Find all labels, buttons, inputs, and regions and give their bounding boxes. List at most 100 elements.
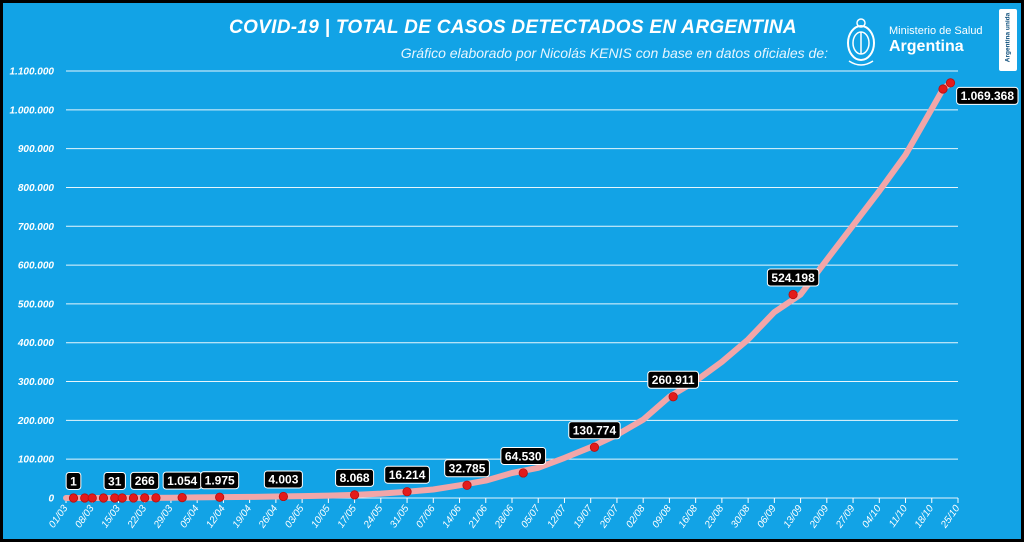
data-label: 31 bbox=[103, 471, 126, 490]
y-tick-label: 700.000 bbox=[18, 222, 55, 233]
y-tick-label: 1.000.000 bbox=[10, 105, 55, 116]
data-point bbox=[98, 493, 109, 503]
data-label-text: 1.975 bbox=[205, 474, 235, 488]
x-tick-label: 16/08 bbox=[677, 503, 701, 530]
data-label-box bbox=[568, 421, 621, 440]
series-line bbox=[63, 79, 954, 501]
grid-lines bbox=[66, 70, 958, 499]
data-point bbox=[128, 493, 139, 503]
x-tick-label: 31/05 bbox=[388, 503, 412, 530]
y-tick-label: 300.000 bbox=[18, 377, 55, 388]
data-label-text: 1 bbox=[70, 474, 77, 488]
data-point bbox=[788, 289, 798, 300]
x-tick-label: 26/04 bbox=[256, 503, 280, 531]
y-tick-label: 1.100.000 bbox=[10, 67, 55, 78]
data-point bbox=[349, 490, 360, 500]
data-label: 1.975 bbox=[200, 471, 240, 490]
x-tick-label: 12/07 bbox=[546, 503, 570, 530]
country-name: Argentina bbox=[889, 38, 964, 55]
data-label: 32.785 bbox=[444, 459, 490, 478]
x-tick-label: 07/06 bbox=[414, 503, 438, 530]
data-label-box bbox=[766, 268, 820, 287]
markers-layer bbox=[68, 78, 956, 503]
y-tick-label: 800.000 bbox=[18, 183, 55, 194]
data-label: 16.214 bbox=[384, 465, 430, 484]
data-label-text: 524.198 bbox=[771, 271, 815, 285]
data-label-box bbox=[647, 370, 700, 389]
data-point bbox=[518, 468, 528, 478]
y-tick-label: 900.000 bbox=[18, 144, 55, 155]
x-axis: 01/03 08/03 15/03 22/03 29/03 05/04 12/04 19/04… bbox=[47, 498, 963, 531]
data-point bbox=[151, 493, 161, 503]
y-tick-label: 100.000 bbox=[18, 455, 55, 466]
data-point bbox=[462, 480, 472, 490]
data-label: 260.911 bbox=[647, 370, 700, 389]
data-label-box bbox=[130, 471, 160, 490]
x-tick-label: 22/03 bbox=[125, 503, 149, 531]
brand-badge: Argentina unida bbox=[999, 9, 1017, 71]
data-point bbox=[117, 493, 127, 503]
data-label-text: 32.785 bbox=[449, 462, 486, 476]
data-point bbox=[938, 84, 948, 94]
data-label: 266 bbox=[130, 471, 160, 490]
data-label: 4.003 bbox=[263, 470, 303, 489]
x-tick-label: 09/08 bbox=[651, 503, 675, 530]
x-tick-label: 12/04 bbox=[205, 503, 229, 530]
data-point bbox=[278, 491, 288, 502]
data-label-text: 64.530 bbox=[505, 449, 542, 463]
data-label-text: 130.774 bbox=[573, 424, 617, 438]
data-label-text: 1.069.368 bbox=[961, 89, 1015, 103]
data-point bbox=[177, 492, 187, 503]
data-label-text: 16.214 bbox=[389, 468, 426, 482]
data-point bbox=[140, 493, 150, 503]
data-point bbox=[215, 492, 225, 502]
data-label: 130.774 bbox=[568, 421, 621, 440]
data-label-text: 8.068 bbox=[340, 471, 370, 485]
x-tick-label: 28/06 bbox=[493, 503, 517, 531]
x-tick-label: 02/08 bbox=[624, 503, 648, 530]
data-label: 1.069.368 bbox=[956, 86, 1019, 105]
data-label-box bbox=[263, 470, 303, 489]
x-tick-label: 03/05 bbox=[283, 503, 307, 530]
x-tick-label: 05/04 bbox=[178, 503, 202, 530]
x-tick-label: 06/09 bbox=[755, 503, 779, 530]
x-tick-label: 05/07 bbox=[519, 503, 543, 530]
data-label: 524.198 bbox=[766, 268, 820, 287]
data-point bbox=[68, 493, 79, 503]
y-axis: 0 100.000 200.000 300.000 400.000 500.000 600.… bbox=[10, 67, 55, 505]
x-tick-label: 17/05 bbox=[336, 503, 360, 530]
data-label: 64.530 bbox=[500, 446, 547, 465]
data-label: 1.054 bbox=[162, 471, 202, 490]
x-tick-label: 10/05 bbox=[309, 503, 333, 530]
data-label-box bbox=[500, 446, 547, 465]
data-point bbox=[945, 78, 956, 88]
data-label-box bbox=[335, 468, 375, 487]
data-point bbox=[402, 487, 412, 497]
data-label-text: 260.911 bbox=[652, 373, 695, 387]
data-label: 8.068 bbox=[335, 468, 375, 487]
x-tick-label: 27/09 bbox=[834, 503, 858, 531]
x-tick-label: 15/03 bbox=[100, 503, 124, 530]
data-label-box bbox=[444, 459, 490, 478]
y-tick-label: 600.000 bbox=[18, 261, 55, 272]
data-point bbox=[589, 442, 600, 452]
series-layer bbox=[63, 79, 954, 501]
x-tick-label: 24/05 bbox=[361, 503, 385, 531]
data-label-box bbox=[200, 471, 240, 490]
data-label-box bbox=[956, 86, 1019, 105]
x-tick-label: 13/09 bbox=[782, 503, 806, 530]
data-label-text: 1.054 bbox=[167, 474, 197, 488]
data-label-box bbox=[103, 471, 126, 490]
data-point bbox=[668, 392, 678, 402]
y-tick-label: 500.000 bbox=[18, 299, 55, 310]
ministry-logo: Ministerio de Salud Argentina bbox=[843, 13, 1003, 71]
x-tick-label: 19/07 bbox=[572, 503, 596, 530]
x-tick-label: 18/10 bbox=[913, 503, 937, 530]
x-tick-label: 20/09 bbox=[807, 503, 831, 531]
data-label-text: 4.003 bbox=[268, 473, 298, 487]
y-tick-label: 200.000 bbox=[17, 416, 55, 427]
x-tick-label: 08/03 bbox=[73, 503, 97, 530]
chart-title: COVID-19 | TOTAL DE CASOS DETECTADOS EN … bbox=[229, 17, 797, 38]
x-tick-label: 21/06 bbox=[466, 503, 490, 531]
